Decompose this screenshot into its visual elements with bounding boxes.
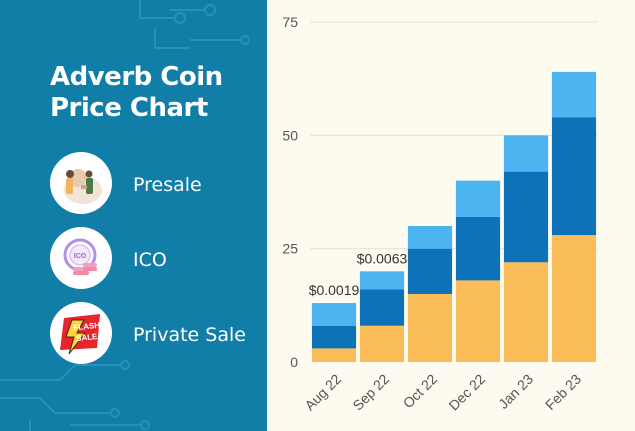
- stacked-bar-chart: 0 25 50 75 $0.0019 Aug 22 $0.0063 Sep 22 Oct 22 D…: [282, 14, 598, 414]
- bar-aug-22-presale: [311, 348, 357, 362]
- bar-sep-22-private-sale: [359, 271, 405, 290]
- x-tick-label-dec-22: Dec 22: [445, 371, 488, 414]
- legend-label-presale: Presale: [133, 174, 202, 196]
- y-tick-label-25: 25: [282, 241, 298, 257]
- bar-dec-22-presale: [455, 280, 501, 362]
- x-tick-label-oct-22: Oct 22: [400, 371, 441, 412]
- legend-item-presale: Presale: [50, 152, 265, 216]
- x-tick-label-jan-23: Jan 23: [495, 371, 536, 412]
- bar-feb-23-private-sale: [551, 71, 597, 118]
- legend-label-ico: ICO: [133, 249, 167, 271]
- legend-label-private-sale: Private Sale: [133, 324, 246, 346]
- bar-jan-23-presale: [503, 262, 549, 362]
- legend-item-ico: ICO ICO: [50, 227, 265, 291]
- flash-sale-icon: FLASH SALE: [50, 302, 112, 364]
- bar-oct-22-ico: [407, 248, 453, 294]
- svg-text:FLASH: FLASH: [73, 321, 101, 333]
- chart-area: 0 25 50 75 $0.0019 Aug 22 $0.0063 Sep 22 Oct 22 D…: [267, 0, 635, 431]
- page-title: Adverb Coin Price Chart: [50, 62, 260, 124]
- y-tick-label-50: 50: [282, 127, 298, 143]
- bar-feb-23-ico: [551, 117, 597, 236]
- bar-sep-22-presale: [359, 325, 405, 362]
- svg-text:ICO: ICO: [74, 253, 87, 260]
- bar-jan-23-private-sale: [503, 135, 549, 172]
- ico-coins-icon: ICO: [50, 227, 112, 289]
- title-line-1: Adverb Coin: [50, 62, 223, 92]
- bar-aug-22-private-sale: [311, 303, 357, 326]
- circuit-decoration: [0, 0, 250, 431]
- bar-dec-22-private-sale: [455, 180, 501, 217]
- bar-dec-22-ico: [455, 216, 501, 281]
- bar-oct-22-private-sale: [407, 226, 453, 249]
- bar-aug-22-ico: [311, 325, 357, 349]
- bar-sep-22-ico: [359, 289, 405, 326]
- data-label-aug-22: $0.0019: [309, 282, 360, 298]
- x-tick-label-aug-22: Aug 22: [301, 371, 344, 414]
- legend-item-private-sale: FLASH SALE Private Sale: [50, 302, 265, 366]
- title-line-2: Price Chart: [50, 93, 208, 123]
- y-tick-label-0: 0: [290, 354, 298, 370]
- data-label-sep-22: $0.0063: [357, 250, 408, 266]
- presale-illustration-icon: [50, 152, 112, 214]
- x-tick-label-sep-22: Sep 22: [349, 371, 392, 414]
- bar-oct-22-presale: [407, 294, 453, 362]
- bar-feb-23-presale: [551, 235, 597, 362]
- svg-text:SALE: SALE: [76, 332, 99, 343]
- x-tick-label-feb-23: Feb 23: [542, 371, 584, 413]
- bar-jan-23-ico: [503, 171, 549, 263]
- legend-panel: Adverb Coin Price Chart Presale ICO: [0, 0, 267, 431]
- y-tick-label-75: 75: [282, 14, 298, 30]
